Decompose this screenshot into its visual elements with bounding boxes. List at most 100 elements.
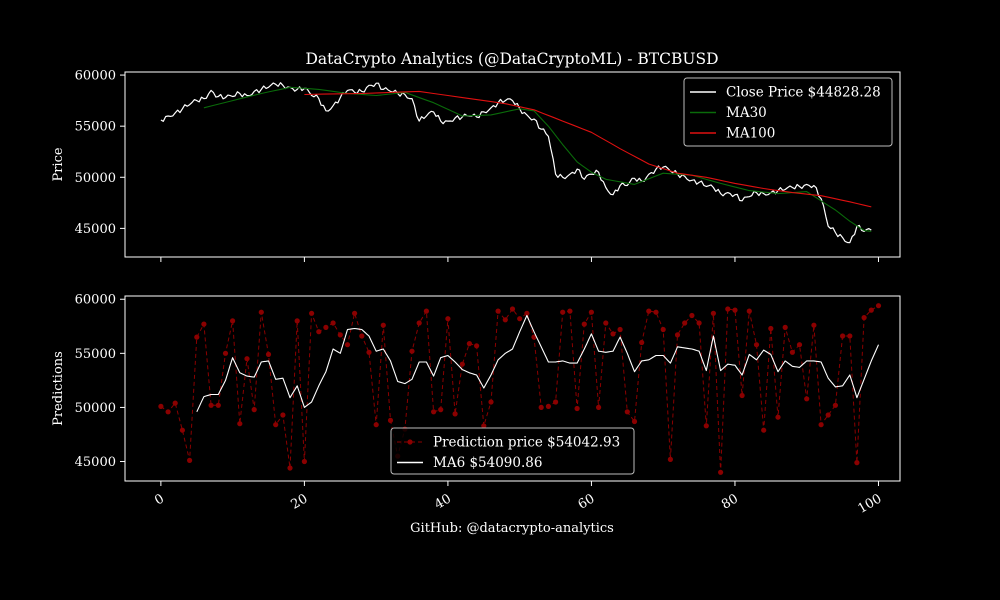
prediction-point — [560, 309, 566, 315]
x-tick-label: 40 — [432, 491, 454, 512]
prediction-point — [854, 460, 860, 466]
prediction-point — [581, 321, 587, 327]
x-tick-label: 80 — [719, 491, 741, 512]
price-panel: 45000 50000 55000 60000 Price Close Price $44… — [51, 69, 901, 262]
prediction-point — [380, 322, 386, 328]
prediction-point — [416, 320, 422, 326]
prediction-point — [789, 349, 796, 355]
prediction-point — [495, 308, 501, 314]
prediction-point — [832, 402, 839, 408]
prediction-point — [466, 341, 472, 347]
prediction-point — [517, 316, 523, 322]
prediction-point — [179, 427, 185, 433]
prediction-point — [273, 422, 279, 428]
prediction-point — [409, 348, 415, 354]
legend-label: MA6 $54090.86 — [433, 455, 542, 471]
prediction-point — [631, 418, 638, 425]
prediction-point — [215, 402, 221, 408]
prediction-point — [165, 409, 171, 415]
legend: Prediction price $54042.93 MA6 $54090.86 — [390, 427, 635, 475]
prediction-point — [330, 320, 336, 326]
prediction-point — [452, 411, 458, 417]
prediction-point — [265, 351, 272, 357]
y-tick-label: 45000 — [75, 222, 116, 237]
prediction-point — [309, 310, 315, 316]
legend-box — [683, 77, 893, 147]
prediction-point — [538, 404, 544, 410]
prediction-point — [445, 316, 451, 322]
y-tick-label: 60000 — [75, 69, 116, 84]
prediction-point — [244, 356, 250, 362]
prediction-point — [531, 334, 537, 340]
prediction-point — [344, 342, 351, 348]
legend-label: MA100 — [726, 126, 775, 142]
y-axis-label: Predictions — [51, 351, 66, 426]
y-tick-label: 50000 — [75, 401, 116, 416]
prediction-point — [488, 399, 494, 405]
prediction-point — [696, 320, 702, 326]
prediction-point — [287, 465, 293, 471]
prediction-point — [502, 317, 508, 323]
prediction-point — [639, 339, 645, 346]
prediction-point — [230, 318, 236, 324]
prediction-point — [818, 422, 824, 428]
prediction-point — [553, 399, 559, 405]
prediction-point — [646, 308, 652, 314]
legend: Close Price $44828.28 MA30 MA100 — [683, 77, 893, 147]
close-line — [160, 82, 872, 244]
prediction-point — [875, 303, 882, 309]
ma6-line — [196, 314, 880, 413]
prediction-point — [481, 423, 487, 429]
prediction-point — [524, 310, 530, 316]
prediction-point — [804, 396, 810, 402]
x-tick-label: 60 — [576, 491, 598, 512]
prediction-point — [653, 309, 659, 315]
prediction-point — [187, 457, 193, 463]
prediction-point — [732, 307, 738, 313]
prediction-point — [208, 402, 214, 408]
prediction-point — [825, 412, 831, 418]
prediction-point — [574, 405, 580, 412]
y-axis-label: Price — [51, 147, 66, 181]
prediction-point — [689, 312, 695, 319]
prediction-point — [373, 422, 379, 428]
prediction-point — [753, 342, 760, 348]
prediction-point — [703, 423, 709, 429]
prediction-point — [294, 318, 300, 324]
prediction-point — [868, 307, 874, 313]
prediction-point — [359, 333, 365, 339]
ma30-line — [203, 86, 872, 232]
prediction-point — [588, 309, 595, 315]
prediction-point — [674, 332, 681, 338]
prediction-point — [739, 392, 745, 399]
y-tick-label: 45000 — [75, 455, 116, 470]
y-tick-label: 55000 — [75, 120, 116, 135]
prediction-point — [222, 350, 229, 356]
prediction-point — [474, 343, 480, 349]
legend-label: Prediction price $54042.93 — [433, 435, 620, 451]
legend-marker — [407, 439, 413, 445]
prediction-point — [301, 458, 307, 465]
prediction-point — [438, 407, 444, 413]
prediction-point — [172, 400, 178, 406]
prediction-point — [682, 320, 688, 326]
prediction-point — [746, 308, 752, 314]
prediction-point — [667, 456, 674, 462]
prediction-point — [316, 329, 322, 335]
prediction-point — [861, 315, 867, 321]
prediction-point — [782, 324, 788, 330]
prediction-point — [258, 309, 264, 315]
prediction-point — [710, 310, 717, 316]
ma100-line — [304, 90, 872, 208]
prediction-point — [840, 333, 846, 339]
y-tick-label: 60000 — [75, 293, 116, 308]
y-tick-label: 50000 — [75, 171, 116, 186]
prediction-point — [459, 361, 465, 367]
prediction-point — [796, 342, 803, 348]
prediction-point — [201, 321, 207, 327]
x-tick-label: 20 — [289, 491, 311, 512]
prediction-point — [387, 417, 394, 423]
prediction-point — [725, 306, 731, 312]
prediction-point — [624, 409, 630, 415]
